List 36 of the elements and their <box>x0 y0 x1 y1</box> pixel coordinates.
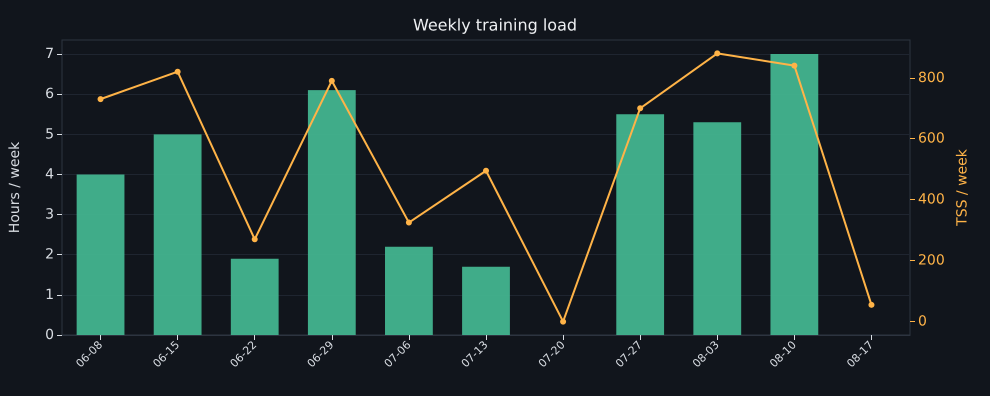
point <box>406 220 412 226</box>
y2-axis-title: TSS / week <box>954 148 971 227</box>
y2-tick-label: 400 <box>918 192 945 208</box>
point <box>483 168 489 174</box>
point <box>714 50 720 56</box>
y-tick-label: 7 <box>45 46 54 62</box>
point <box>98 96 104 102</box>
bar <box>462 266 510 335</box>
y-tick-label: 0 <box>45 327 54 343</box>
point <box>328 78 335 84</box>
point <box>174 68 181 75</box>
bar <box>76 174 124 335</box>
point <box>560 318 566 325</box>
y2-tick-label: 600 <box>918 130 945 147</box>
y2-tick-label: 800 <box>918 70 945 86</box>
y-tick-label: 1 <box>45 286 54 303</box>
chart-title: Weekly training load <box>412 16 578 34</box>
point <box>252 236 258 242</box>
bar <box>770 54 818 335</box>
y-tick-label: 6 <box>45 86 54 102</box>
point <box>868 302 874 308</box>
bar <box>616 114 664 335</box>
point <box>637 105 644 112</box>
bar <box>308 90 356 335</box>
y2-tick-label: 0 <box>918 314 927 330</box>
point <box>791 62 798 69</box>
y-tick-label: 3 <box>45 206 54 223</box>
y-tick-label: 5 <box>45 126 54 142</box>
bar <box>385 246 433 335</box>
bar <box>230 258 279 335</box>
y2-tick-label: 200 <box>918 252 945 269</box>
y-tick-label: 4 <box>45 166 54 182</box>
bar <box>154 134 202 335</box>
y-axis-title: Hours / week <box>7 140 23 234</box>
bar <box>693 122 742 335</box>
y-tick-label: 2 <box>45 246 54 263</box>
